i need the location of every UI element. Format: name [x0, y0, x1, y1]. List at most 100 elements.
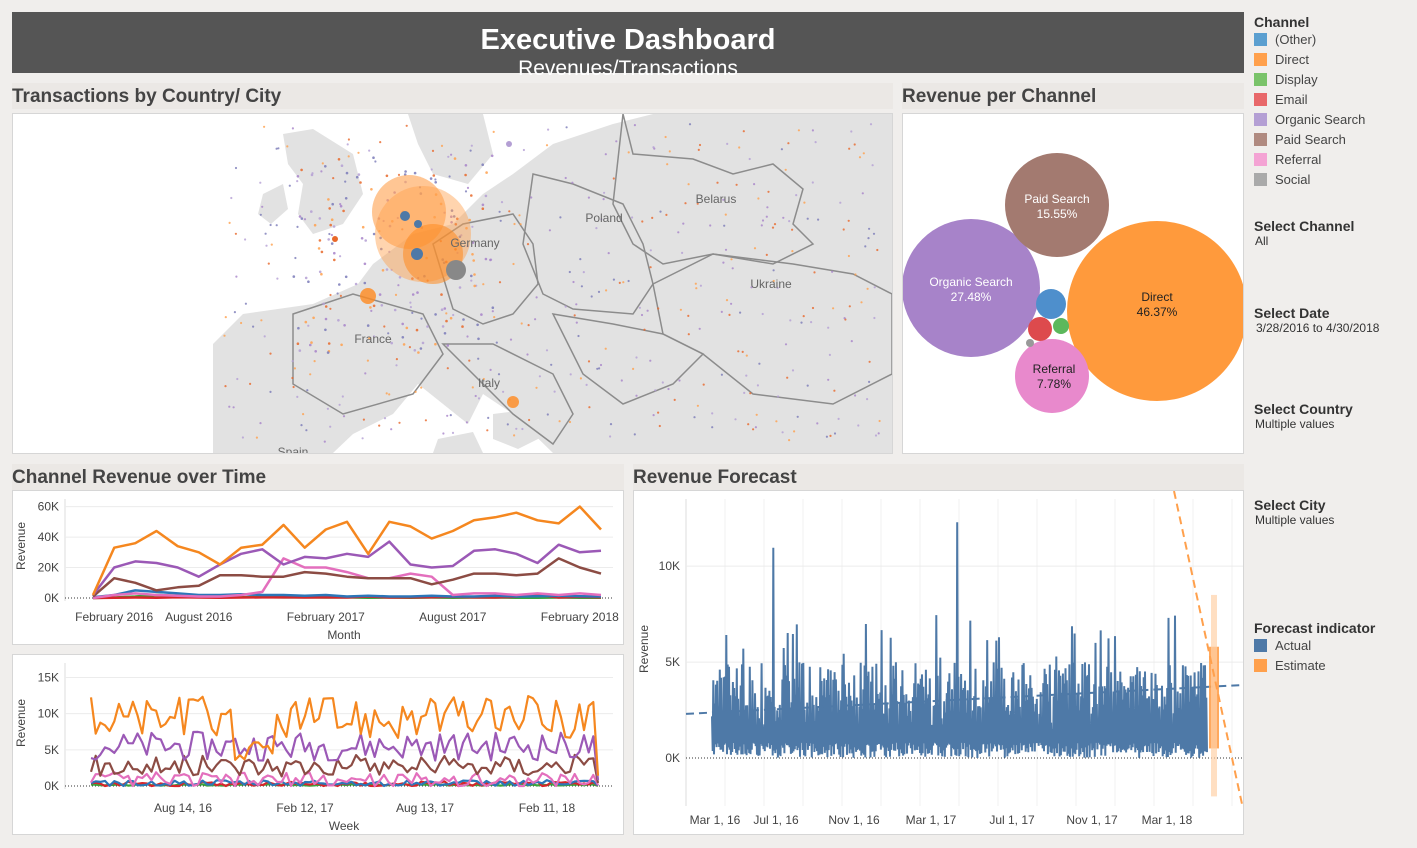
channel-legend-item[interactable]: Organic Search — [1254, 110, 1365, 130]
map-point — [454, 223, 458, 226]
channel-legend-item[interactable]: Referral — [1254, 150, 1365, 170]
map-point — [868, 227, 871, 230]
weekly-series-line[interactable] — [89, 694, 600, 776]
map-point — [390, 268, 393, 271]
map-bubble[interactable] — [411, 248, 423, 260]
map-point — [772, 279, 775, 283]
map-bubble[interactable] — [332, 236, 338, 242]
map-point — [766, 206, 769, 209]
monthly-y-tick: 20K — [38, 561, 59, 575]
map-point — [471, 225, 474, 228]
map-point — [310, 341, 313, 344]
map-point — [445, 319, 448, 323]
channel-legend-swatch — [1254, 173, 1267, 186]
map-point — [876, 248, 879, 252]
map-point — [398, 421, 401, 424]
map-point — [481, 203, 485, 207]
weekly-series-line[interactable] — [89, 753, 600, 784]
map-bubble[interactable] — [446, 260, 466, 280]
bubble-referral[interactable] — [1015, 339, 1089, 413]
map-point — [677, 231, 680, 234]
map-point — [432, 174, 436, 177]
map-point — [864, 245, 867, 248]
bubble-organic-search[interactable] — [902, 219, 1040, 357]
map-point — [300, 217, 304, 220]
select-channel-value[interactable]: All — [1255, 234, 1269, 248]
channel-legend-item[interactable]: Direct — [1254, 50, 1365, 70]
map-point — [362, 418, 365, 421]
select-date-value[interactable]: 3/28/2016 to 4/30/2018 — [1256, 321, 1380, 335]
channel-legend-item[interactable]: Paid Search — [1254, 130, 1365, 150]
map-bubble[interactable] — [400, 211, 410, 221]
map-point — [464, 173, 467, 177]
bubble-email[interactable] — [1028, 317, 1052, 341]
map-point — [761, 312, 764, 316]
revenue-per-channel-bubbles[interactable]: Direct 46.37% Organic Search 27.48% Paid… — [902, 113, 1247, 454]
map-bubble[interactable] — [414, 220, 422, 228]
bubble-paid-search[interactable] — [1005, 153, 1109, 257]
forecast-legend-item[interactable]: Estimate — [1254, 656, 1375, 676]
map-point — [443, 307, 447, 310]
monthly-series-line[interactable] — [92, 557, 602, 600]
map-point — [723, 224, 726, 227]
map-point — [737, 350, 740, 353]
channel-legend-label: Direct — [1275, 52, 1309, 67]
monthly-series-line[interactable] — [92, 557, 602, 598]
select-country-value[interactable]: Multiple values — [1255, 417, 1335, 431]
monthly-series-line[interactable] — [91, 505, 602, 596]
transactions-map[interactable]: Belarus Poland Germany Ukraine France It… — [12, 113, 893, 459]
map-point — [757, 197, 760, 200]
bubble-display[interactable] — [1053, 318, 1069, 334]
map-point — [449, 414, 452, 417]
map-point — [421, 341, 425, 345]
select-city-value[interactable]: Multiple values — [1255, 513, 1335, 527]
map-point — [329, 293, 332, 297]
monthly-series-line[interactable] — [92, 540, 602, 596]
channel-legend-item[interactable]: Email — [1254, 90, 1365, 110]
map-point — [847, 254, 851, 258]
bubble-other[interactable] — [1036, 289, 1066, 319]
map-point — [767, 190, 770, 193]
weekly-y-tick: 15K — [38, 670, 59, 684]
weekly-series-line[interactable] — [90, 730, 600, 781]
bubble-direct[interactable] — [1067, 221, 1247, 401]
channel-legend-item[interactable]: (Other) — [1254, 30, 1365, 50]
channel-legend-item[interactable]: Display — [1254, 70, 1365, 90]
map-point — [579, 258, 582, 261]
monthly-revenue-chart[interactable]: 0K 20K 40K 60K February 2016 August 2016 Febr… — [12, 490, 624, 645]
channel-legend-item[interactable]: Social — [1254, 170, 1365, 190]
map-bubble[interactable] — [360, 288, 376, 304]
map-point — [696, 202, 699, 205]
bubble-social[interactable] — [1026, 339, 1034, 347]
map-point — [687, 333, 690, 336]
map-point — [724, 213, 727, 216]
map-bubble[interactable] — [507, 396, 519, 408]
map-point — [405, 326, 409, 330]
map-bubble[interactable] — [506, 141, 512, 147]
map-point — [582, 271, 585, 274]
weekly-series-line[interactable] — [90, 779, 599, 788]
map-point — [471, 241, 475, 244]
map-point — [482, 283, 485, 286]
map-point — [632, 367, 635, 370]
revenue-forecast-chart[interactable]: 0K 5K 10K Mar 1, 16 Jul 1, 16 Nov 1, 16 Mar 1… — [633, 490, 1244, 835]
map-point — [564, 176, 567, 180]
map-canvas[interactable]: Belarus Poland Germany Ukraine France It… — [13, 113, 893, 459]
forecast-actual-line[interactable] — [711, 522, 1208, 759]
map-point — [440, 293, 443, 296]
map-point — [385, 268, 389, 271]
map-point — [303, 218, 307, 221]
forecast-legend-item[interactable]: Actual — [1254, 636, 1375, 656]
map-point — [395, 358, 398, 361]
map-point — [307, 324, 310, 327]
weekly-revenue-chart[interactable]: 0K 5K 10K 15K Aug 14, 16 Feb 12, 17 Aug 13, 1… — [12, 654, 624, 835]
weekly-series-line[interactable] — [90, 771, 599, 788]
map-point — [825, 435, 829, 438]
map-point — [697, 148, 700, 151]
map-point — [380, 304, 384, 307]
map-point — [372, 232, 376, 236]
map-point — [716, 181, 719, 184]
monthly-series-line[interactable] — [92, 589, 602, 599]
channel-legend-swatch — [1254, 73, 1267, 86]
map-point — [327, 238, 331, 241]
